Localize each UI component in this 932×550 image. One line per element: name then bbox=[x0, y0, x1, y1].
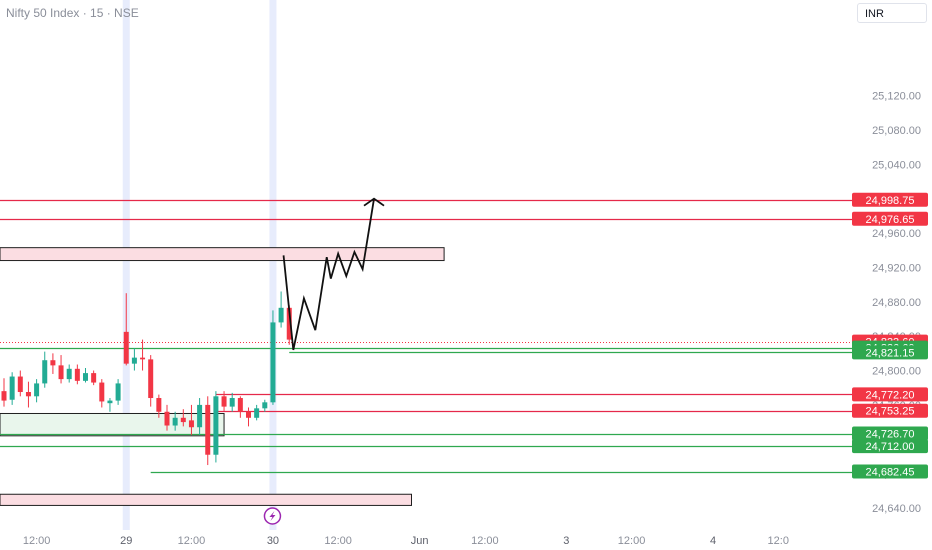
price-badge bbox=[852, 464, 928, 479]
price-badge bbox=[852, 426, 928, 441]
time-tick-label: 12:00 bbox=[178, 535, 206, 547]
candle-body bbox=[17, 376, 23, 393]
candle-body bbox=[221, 396, 227, 407]
price-badge bbox=[852, 439, 928, 454]
currency-selector[interactable]: INR bbox=[857, 3, 927, 23]
price-badge bbox=[852, 211, 928, 226]
candle-body bbox=[34, 383, 40, 397]
time-tick-label: 30 bbox=[267, 535, 279, 547]
price-badge bbox=[852, 192, 928, 207]
time-tick-label: 12:00 bbox=[23, 535, 51, 547]
price-tick-label: 25,120.00 bbox=[872, 91, 921, 103]
candle-body bbox=[50, 360, 56, 366]
candles bbox=[1, 291, 292, 466]
candle-body bbox=[25, 392, 31, 397]
price-badge-label: 24,682.45 bbox=[866, 467, 915, 479]
price-tick-label: 24,640.00 bbox=[872, 503, 921, 515]
candle-body bbox=[270, 322, 276, 403]
time-tick-label: 12:0 bbox=[768, 535, 789, 547]
candle-body bbox=[262, 402, 268, 409]
candle-body bbox=[213, 396, 219, 455]
candle-body bbox=[99, 382, 105, 402]
price-tick-label: 24,960.00 bbox=[872, 228, 921, 240]
price-badge-label: 24,976.65 bbox=[866, 214, 915, 226]
price-tick-label: 24,920.00 bbox=[872, 262, 921, 274]
price-badge-label: 24,772.20 bbox=[866, 389, 915, 401]
candle-body bbox=[66, 368, 72, 380]
candle-body bbox=[197, 404, 203, 428]
candle-body bbox=[83, 373, 88, 381]
pink-zone bbox=[0, 493, 412, 506]
price-badge-label: 24,726.70 bbox=[866, 429, 915, 441]
price-badge-label: 24,998.75 bbox=[866, 195, 915, 207]
candle-body bbox=[74, 368, 80, 381]
candle-body bbox=[180, 417, 186, 423]
pink-zone bbox=[0, 247, 445, 262]
lightning-glyph bbox=[269, 511, 276, 521]
price-tick-label: 24,880.00 bbox=[872, 297, 921, 309]
candle-body bbox=[286, 307, 292, 340]
price-axis[interactable]: 24,640.0024,680.0024,720.0024,760.0024,8… bbox=[852, 0, 932, 550]
price-badge bbox=[852, 387, 928, 402]
level-price-badges: 24,998.7524,976.6524,833.6024,826.6024,8… bbox=[852, 192, 928, 479]
price-badge bbox=[852, 403, 928, 418]
level-lines bbox=[0, 199, 852, 474]
price-tick-label: 25,040.00 bbox=[872, 159, 921, 171]
candle-body bbox=[140, 357, 146, 360]
time-tick-label: 29 bbox=[120, 535, 132, 547]
price-badge-label: 24,821.15 bbox=[866, 347, 915, 359]
projection-path bbox=[282, 197, 385, 351]
candle-body bbox=[9, 376, 15, 400]
candle-body bbox=[278, 307, 284, 323]
candle-body bbox=[131, 357, 137, 364]
symbol-title[interactable]: Nifty 50 Index · 15 · NSE bbox=[6, 6, 139, 20]
session-band bbox=[269, 0, 277, 530]
projection-line bbox=[282, 198, 375, 351]
dividend-event-icon[interactable] bbox=[263, 507, 282, 525]
time-tick-label: 4 bbox=[710, 535, 716, 547]
price-zones bbox=[0, 247, 445, 506]
time-tick-label: 3 bbox=[563, 535, 569, 547]
candle-body bbox=[123, 331, 129, 364]
price-tick-label: 25,080.00 bbox=[872, 125, 921, 137]
time-axis-bg bbox=[0, 530, 932, 550]
candle-body bbox=[164, 411, 170, 426]
candle-body bbox=[58, 365, 64, 380]
time-tick-label: Jun bbox=[411, 535, 429, 547]
candle-body bbox=[115, 383, 121, 401]
candle-body bbox=[91, 373, 97, 383]
session-highlights bbox=[122, 0, 277, 530]
candle-body bbox=[246, 411, 251, 418]
arrow-head-icon bbox=[363, 197, 385, 207]
price-badge-label: 24,712.00 bbox=[866, 441, 915, 453]
price-badge-label: 24,753.25 bbox=[866, 406, 915, 418]
candle-body bbox=[156, 398, 162, 412]
time-tick-label: 12:00 bbox=[618, 535, 646, 547]
candle-body bbox=[107, 400, 113, 404]
session-band bbox=[122, 0, 130, 530]
candle-body bbox=[254, 408, 260, 418]
time-tick-label: 12:00 bbox=[324, 535, 352, 547]
candle-body bbox=[148, 359, 154, 399]
candle-body bbox=[188, 420, 194, 428]
candle-body bbox=[42, 360, 48, 384]
price-badge bbox=[852, 345, 928, 360]
candle-body bbox=[229, 398, 235, 407]
price-axis-bg bbox=[852, 0, 932, 550]
time-tick-label: 12:00 bbox=[471, 535, 499, 547]
time-axis[interactable]: 12:00 29 12:00 30 12:00 Jun 12:00 3 12:00 4 12:0 bbox=[0, 530, 932, 550]
candle-body bbox=[1, 391, 7, 401]
price-tick-label: 24,800.00 bbox=[872, 366, 921, 378]
candle-body bbox=[172, 417, 178, 426]
candle-body bbox=[205, 404, 211, 455]
candle-body bbox=[237, 398, 243, 412]
